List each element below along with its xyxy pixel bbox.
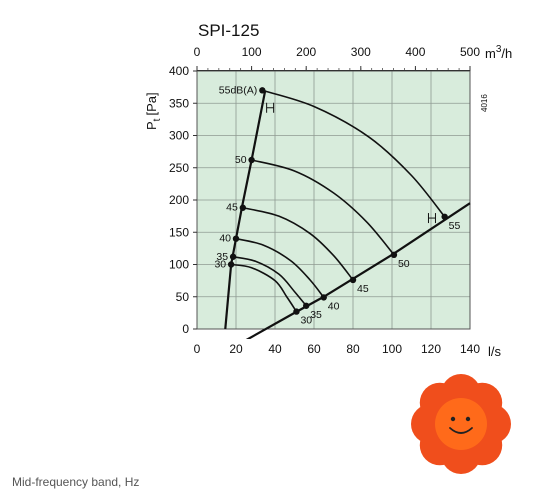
- system-point-label: 40: [328, 300, 340, 312]
- y-tick-label: 400: [169, 64, 189, 78]
- fan-point: [229, 253, 237, 260]
- system-point: [441, 213, 448, 220]
- fan-point: [248, 156, 255, 164]
- fan-curve-line: [224, 90, 267, 330]
- system-point-label: 50: [398, 258, 410, 270]
- noise-curve-50: [251, 159, 395, 256]
- noise-curve-45: [242, 206, 354, 281]
- system-point-label: 45: [357, 283, 369, 295]
- fan-point-label: 30: [214, 259, 226, 271]
- x2-axis-label: m3/h: [485, 44, 512, 61]
- x2-tick-label: 0: [194, 45, 201, 59]
- side-code: 4016: [480, 94, 489, 112]
- x-tick-label: 100: [382, 342, 402, 356]
- x-tick-label: 20: [229, 342, 243, 356]
- x-tick-label: 80: [346, 342, 360, 356]
- y-tick-label: 350: [169, 96, 189, 110]
- noise-curve-35: [232, 255, 307, 307]
- y-axis-label-unit: [Pa]: [144, 92, 159, 115]
- x2-axis-label-exp: 3: [496, 44, 502, 55]
- flower-logo: [411, 374, 511, 474]
- noise-curve-40: [235, 237, 325, 298]
- system-point-label: 55: [449, 220, 461, 232]
- flower-eye-right: [465, 416, 471, 422]
- chart-title: SPI-125: [198, 21, 260, 40]
- flower-center: [435, 398, 487, 450]
- fan-point-label: 40: [219, 233, 231, 245]
- fan-point: [239, 204, 247, 211]
- y-tick-label: 250: [169, 161, 189, 175]
- x2-tick-label: 200: [296, 45, 316, 59]
- x2-tick-label: 100: [242, 45, 262, 59]
- system-point: [303, 302, 310, 309]
- x-tick-label: 0: [194, 342, 201, 356]
- x2-tick-label: 400: [405, 45, 425, 59]
- fan-point-label: 55dB(A): [219, 84, 258, 96]
- y-tick-label: 150: [169, 225, 189, 239]
- system-point: [390, 251, 398, 259]
- fan-point: [259, 87, 266, 94]
- flower-eye-left: [450, 416, 456, 422]
- y-axis-label-main: P: [144, 121, 159, 130]
- x2-tick-label: 500: [460, 45, 480, 59]
- system-point: [349, 276, 357, 284]
- fan-point-label: 50: [235, 154, 247, 166]
- system-point-label: 35: [310, 309, 322, 321]
- left-axis: 0 50 100 150 200 250 300 350 400: [169, 64, 197, 336]
- x-axis-label: l/s: [488, 344, 502, 359]
- caption: Mid-frequency band, Hz: [12, 475, 140, 489]
- fan-point-label: 35: [216, 251, 228, 263]
- fan-point-label: 45: [226, 202, 238, 214]
- y-tick-label: 100: [169, 258, 189, 272]
- x-tick-label: 140: [460, 342, 480, 356]
- system-point: [320, 294, 327, 301]
- system-point-label: 30: [300, 315, 312, 327]
- noise-curve-30: [231, 263, 298, 313]
- y-tick-label: 300: [169, 129, 189, 143]
- fan-point: [232, 235, 240, 242]
- top-axis: 0 100 200 300 400 500: [194, 45, 480, 71]
- y-axis-label: Pt [Pa]: [144, 92, 163, 130]
- x2-tick-label: 300: [351, 45, 371, 59]
- x2-axis-label-tail: /h: [501, 46, 512, 61]
- x-tick-label: 60: [307, 342, 321, 356]
- fan-point: [227, 261, 235, 268]
- system-point: [293, 308, 300, 315]
- bottom-axis: 0 20 40 60 80 100 120 140: [194, 342, 481, 356]
- x-tick-label: 40: [268, 342, 282, 356]
- y-tick-label: 0: [182, 322, 189, 336]
- flower-smile: [449, 427, 473, 434]
- noise-curve-55dB(A): [262, 89, 446, 218]
- y-tick-label: 200: [169, 193, 189, 207]
- x-tick-label: 120: [421, 342, 441, 356]
- x2-axis-label-base: m: [485, 46, 496, 61]
- y-tick-label: 50: [176, 290, 190, 304]
- y-axis-label-sub: t: [152, 118, 163, 121]
